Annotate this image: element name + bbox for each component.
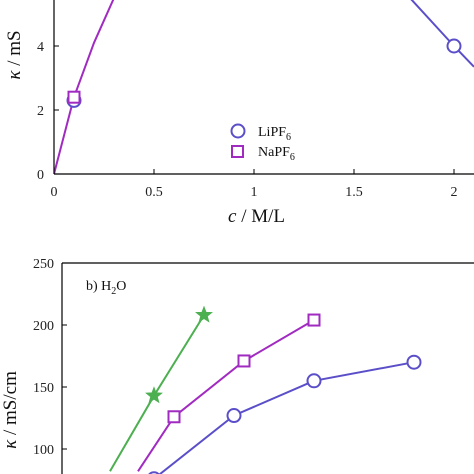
series-line-napf6	[54, 0, 115, 174]
data-point-napf6	[167, 410, 181, 424]
series-line-lipf6	[410, 0, 474, 68]
legend-marker-napf6	[231, 145, 244, 158]
data-point-lipf6	[306, 373, 322, 389]
y-tick-label: 200	[33, 319, 54, 334]
legend-label-napf6: NaPF6	[258, 145, 295, 163]
bottom-panel: 100 150 200 250 b) H2O κ / mS/cm	[0, 257, 474, 474]
panel-label-b: b) H2O	[86, 279, 126, 297]
data-point-lipf6	[406, 354, 422, 370]
series-line-lipf6	[158, 361, 415, 474]
data-point-napf6	[67, 90, 81, 104]
legend-marker-lipf6	[230, 123, 246, 139]
top-panel: 0 0.5 1 1.5 2 0 2 4 LiPF6 NaPF6 c / M/L κ / mS	[4, 0, 474, 227]
y-tick-label: 4	[37, 40, 44, 55]
legend-label-lipf6: LiPF6	[258, 125, 291, 143]
y-tick-label: 150	[33, 381, 54, 396]
data-point-star	[145, 386, 163, 404]
top-y-axis-label: κ / mS	[4, 30, 25, 79]
data-point-napf6	[237, 354, 251, 368]
series-line-napf6	[137, 319, 315, 472]
y-tick-label: 0	[37, 168, 44, 183]
bottom-y-axis-label: κ / mS/cm	[0, 371, 21, 449]
y-tick-label: 2	[37, 104, 44, 119]
x-tick-label: 1.5	[345, 185, 363, 200]
x-tick-label: 2	[451, 185, 458, 200]
x-tick-label: 0	[51, 185, 58, 200]
top-x-axis-label: c / M/L	[228, 206, 285, 227]
data-point-napf6	[307, 313, 321, 327]
data-point-star	[195, 305, 213, 323]
data-point-lipf6	[446, 38, 462, 54]
x-tick-label: 0.5	[145, 185, 163, 200]
x-tick-label: 1	[251, 185, 258, 200]
data-point-lipf6	[226, 408, 242, 424]
y-tick-label: 250	[33, 257, 54, 272]
legend: LiPF6 NaPF6	[230, 123, 295, 163]
y-tick-label: 100	[33, 443, 54, 458]
